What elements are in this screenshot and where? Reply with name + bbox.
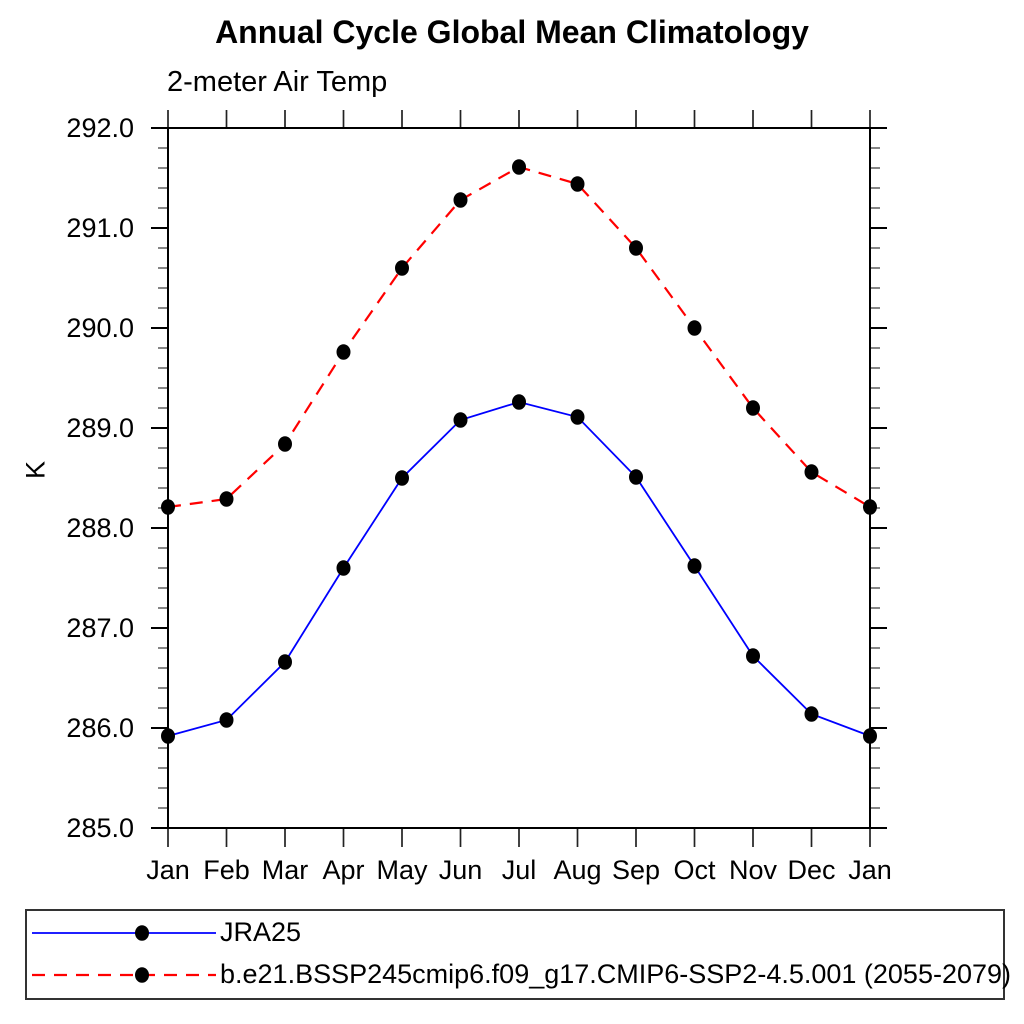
x-tick-label: May <box>376 855 428 885</box>
x-tick-label: Aug <box>553 855 601 885</box>
series-1-marker <box>161 499 175 515</box>
x-tick-label: Feb <box>203 855 250 885</box>
series-1-marker <box>219 491 234 507</box>
y-tick-label: 290.0 <box>66 313 134 343</box>
x-tick-label: Apr <box>322 855 364 885</box>
y-tick-label: 288.0 <box>66 513 134 543</box>
chart-title: Annual Cycle Global Mean Climatology <box>215 14 809 50</box>
x-tick-label: Jan <box>848 855 892 885</box>
x-tick-label: Jan <box>146 855 190 885</box>
y-tick-label: 287.0 <box>66 613 134 643</box>
series-0-marker <box>395 470 409 486</box>
y-tick-label: 285.0 <box>66 813 134 843</box>
series-0-marker <box>570 409 585 425</box>
series-0-marker <box>453 412 468 428</box>
x-tick-label: Jun <box>439 855 483 885</box>
series-0-marker <box>629 469 643 485</box>
series-1-marker <box>687 320 702 336</box>
x-tick-label: Oct <box>673 855 716 885</box>
plot-frame <box>167 127 871 829</box>
series-0-marker <box>512 394 526 410</box>
series-0-marker <box>219 712 234 728</box>
series-0-marker <box>804 706 819 722</box>
y-tick-label: 289.0 <box>66 413 134 443</box>
legend-line-sample-solid <box>32 924 216 941</box>
legend-item-0: JRA25 <box>30 912 301 953</box>
series-0-marker <box>161 728 175 744</box>
legend-sample-marker <box>135 924 149 941</box>
series-1-marker <box>336 344 351 360</box>
y-tick-label: 291.0 <box>66 213 134 243</box>
legend-line-sample-dashed <box>32 966 216 983</box>
series-1-marker <box>278 436 292 452</box>
series-line-0 <box>167 401 871 737</box>
legend-label-0: JRA25 <box>220 917 302 947</box>
series-0-marker <box>863 728 877 744</box>
legend-item-1: b.e21.BSSP245cmip6.f09_g17.CMIP6-SSP2-4.… <box>30 954 1011 995</box>
x-tick-label: Jul <box>502 855 537 885</box>
chart-subtitle: 2-meter Air Temp <box>167 66 388 98</box>
series-1-marker <box>395 260 409 276</box>
x-tick-label: Mar <box>262 855 309 885</box>
series-1-marker <box>570 176 585 192</box>
series-0-marker <box>278 654 292 670</box>
series-1-marker <box>629 240 643 256</box>
series-1-marker <box>746 400 760 416</box>
series-1-marker <box>453 192 468 208</box>
series-line-1 <box>167 165 871 509</box>
legend: JRA25 b.e21.BSSP245cmip6.f09_g17.CMIP6-SS… <box>25 909 1011 1000</box>
x-tick-label: Sep <box>612 855 660 885</box>
series-0-marker <box>746 648 760 664</box>
legend-sample-marker <box>135 966 149 983</box>
series-1-marker <box>863 499 877 515</box>
y-tick-label: 292.0 <box>66 113 134 143</box>
legend-label-1: b.e21.BSSP245cmip6.f09_g17.CMIP6-SSP2-4.… <box>220 959 1012 989</box>
x-tick-label: Nov <box>729 855 778 885</box>
series-0-marker <box>336 560 351 576</box>
series-1-marker <box>512 159 526 175</box>
x-tick-label: Dec <box>787 855 835 885</box>
series-0-marker <box>687 558 702 574</box>
y-tick-label: 286.0 <box>66 713 134 743</box>
series-1-marker <box>804 464 819 480</box>
